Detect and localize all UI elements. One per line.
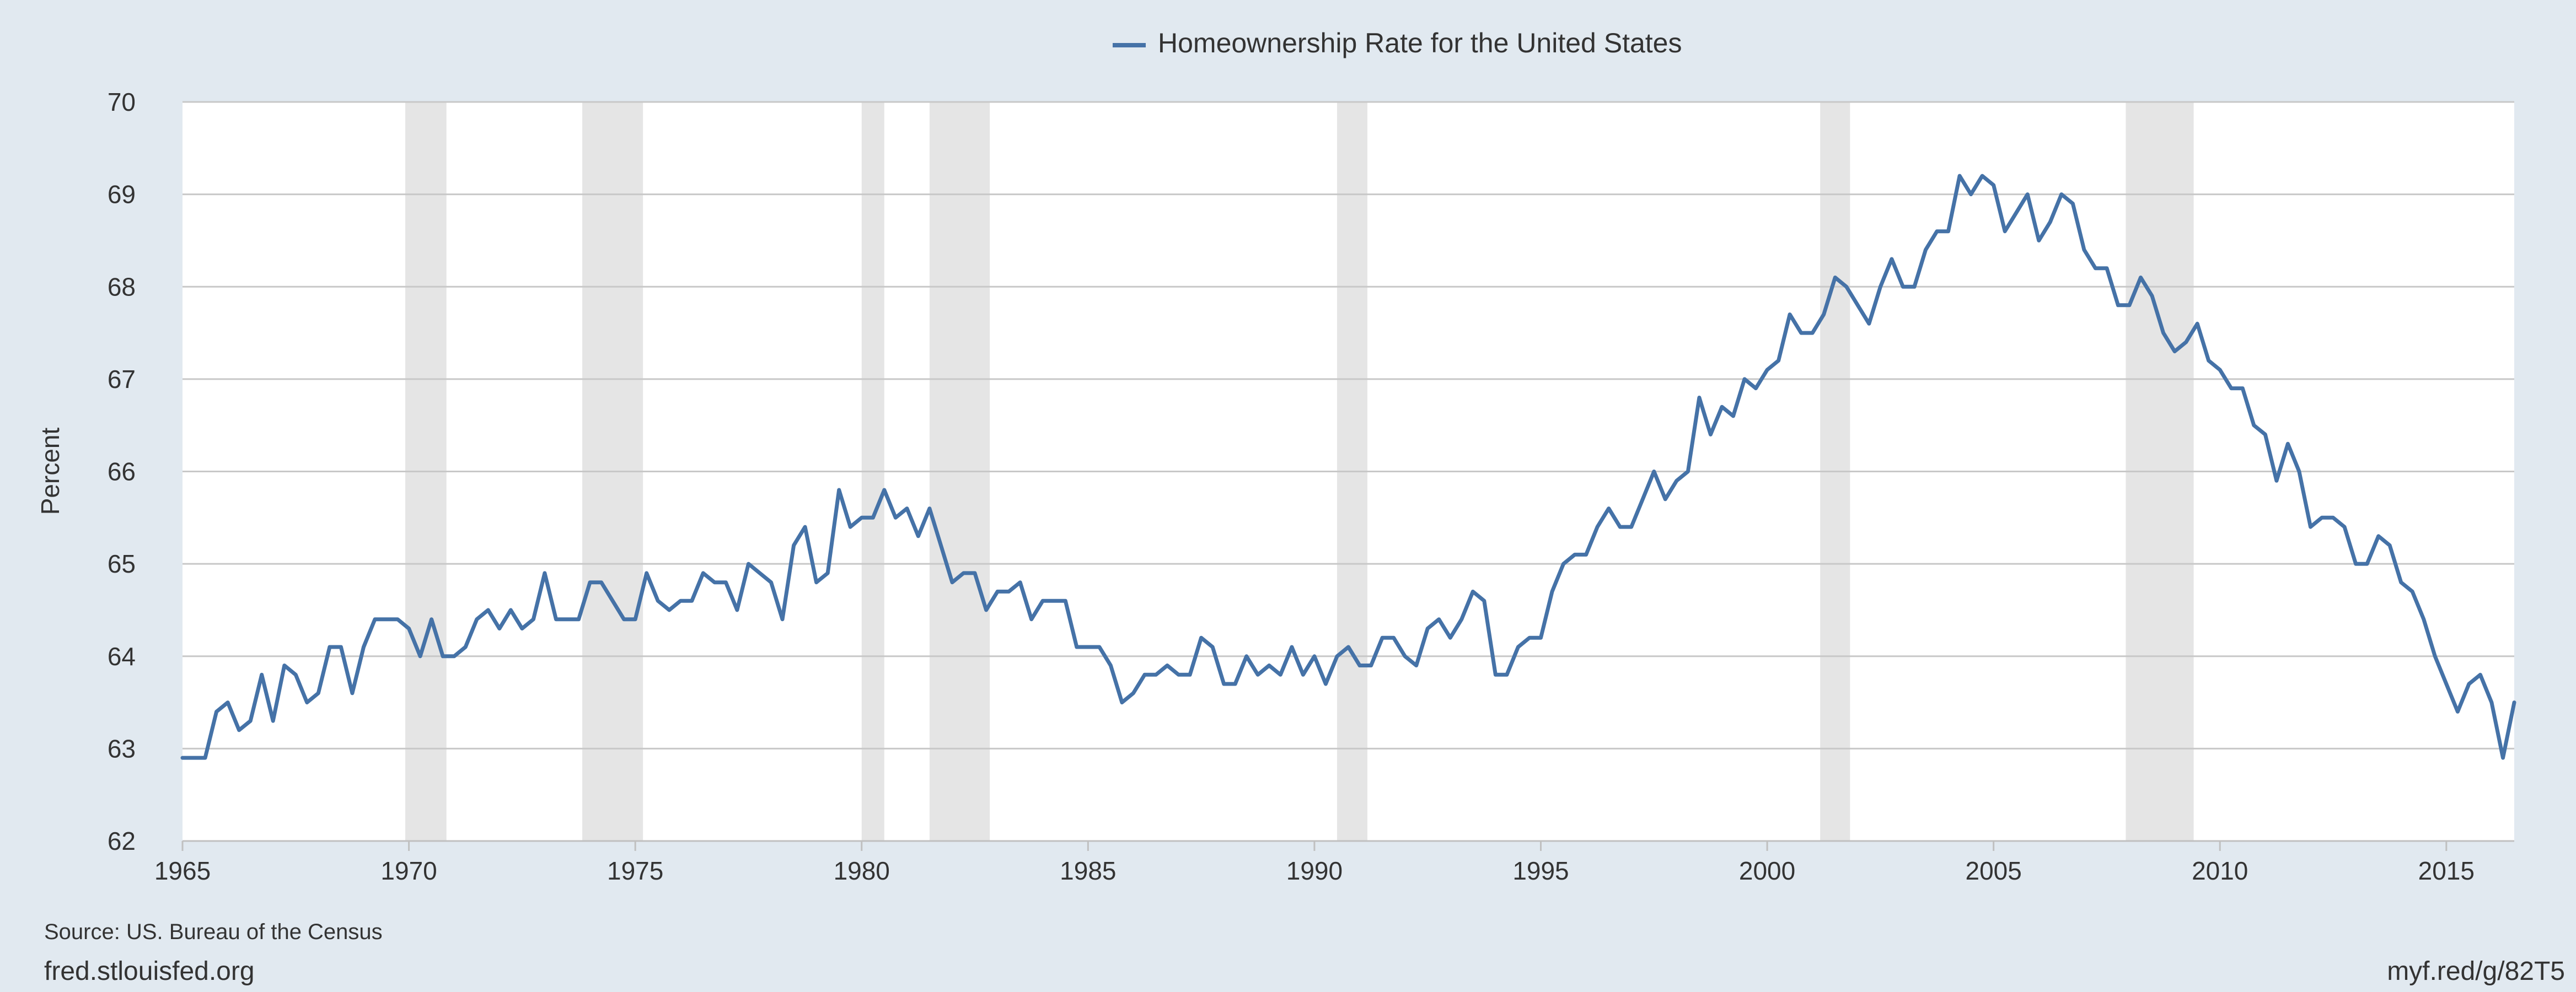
x-tick-label-1975: 1975 — [607, 856, 663, 885]
x-tick-label-1990: 1990 — [1286, 856, 1343, 885]
series-layer — [180, 174, 2516, 760]
x-tick-label-1995: 1995 — [1512, 856, 1569, 885]
x-axis: 1965 1970 1975 1980 1985 1990 1995 2000 2005 2010… — [154, 841, 2475, 885]
y-tick-label-64: 64 — [108, 642, 136, 671]
x-tick-label-2005: 2005 — [1965, 856, 2021, 885]
y-tick-label-66: 66 — [108, 457, 136, 486]
legend-label: Homeownership Rate for the United States — [1158, 28, 1682, 58]
source-note: Source: US. Bureau of the Census — [44, 920, 383, 944]
series-line-0 — [180, 174, 2516, 760]
x-tick-label-2010: 2010 — [2192, 856, 2248, 885]
x-tick-label-1970: 1970 — [380, 856, 437, 885]
x-tick-label-2015: 2015 — [2418, 856, 2475, 885]
y-axis: 62 63 64 65 66 67 68 69 70 — [108, 88, 136, 855]
y-tick-label-70: 70 — [108, 88, 136, 116]
x-tick-label-2000: 2000 — [1739, 856, 1795, 885]
y-tick-label-69: 69 — [108, 180, 136, 209]
x-tick-label-1985: 1985 — [1060, 856, 1116, 885]
x-tick-label-1965: 1965 — [154, 856, 211, 885]
y-axis-title: Percent — [36, 428, 65, 515]
site-link[interactable]: fred.stlouisfed.org — [44, 957, 255, 986]
y-tick-label-63: 63 — [108, 734, 136, 763]
gridlines — [183, 101, 2514, 842]
short-link[interactable]: myf.red/g/82T5 — [2387, 957, 2565, 986]
y-tick-label-68: 68 — [108, 272, 136, 301]
y-tick-label-62: 62 — [108, 827, 136, 855]
y-tick-label-65: 65 — [108, 549, 136, 578]
legend[interactable]: Homeownership Rate for the United States — [1113, 28, 1682, 58]
x-tick-label-1980: 1980 — [834, 856, 890, 885]
y-tick-label-67: 67 — [108, 365, 136, 393]
